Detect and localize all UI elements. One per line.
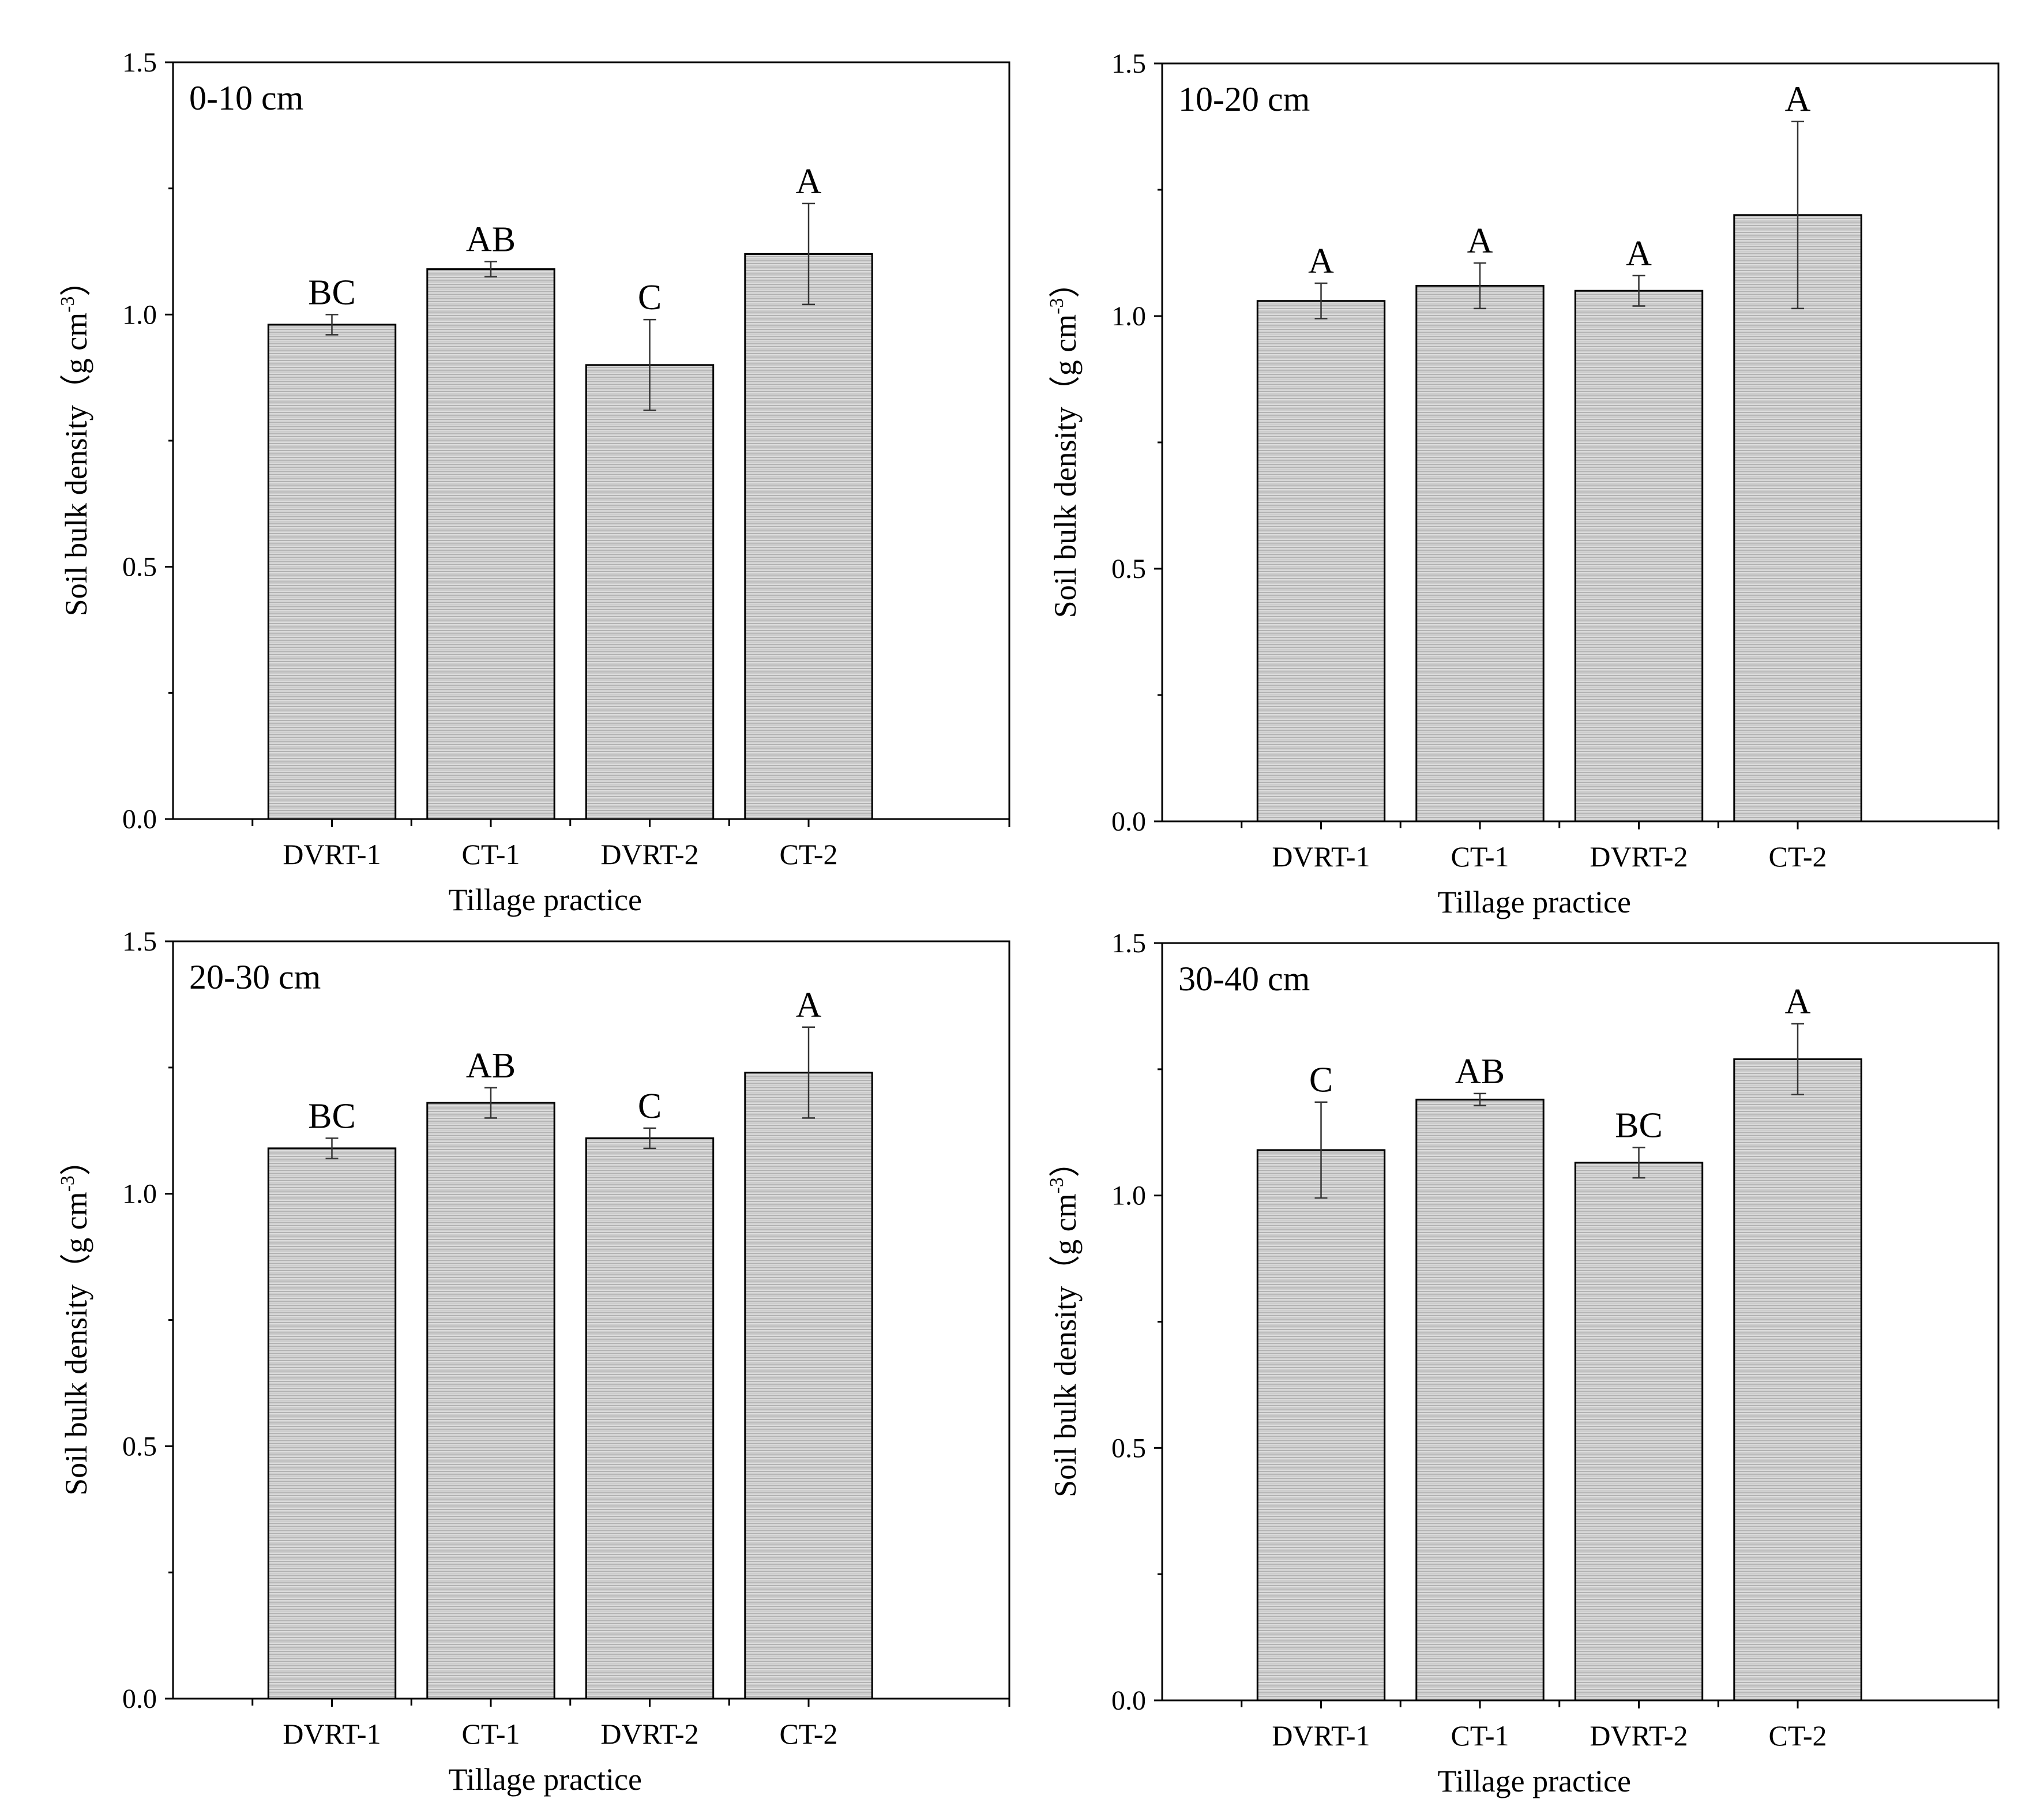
- y-tick-label: 0.0: [1111, 1685, 1146, 1716]
- y-axis-title-main: Soil bulk density（g cm: [59, 313, 93, 617]
- significance-label: AB: [466, 1046, 516, 1086]
- panel-label: 0-10 cm: [189, 79, 303, 117]
- x-tick-label: CT-2: [1769, 840, 1827, 873]
- panel-label: 20-30 cm: [189, 958, 321, 996]
- bar-dvrt-1: [1256, 300, 1386, 823]
- significance-label: BC: [308, 273, 356, 312]
- significance-label: AB: [1455, 1052, 1505, 1091]
- bar-dvrt-2: [585, 364, 715, 820]
- x-axis-title: Tillage practice: [1438, 1764, 1631, 1798]
- y-tick-label: 1.5: [1111, 928, 1146, 959]
- bar-dvrt-2: [585, 1137, 715, 1700]
- y-tick-label: 0.0: [122, 1684, 157, 1714]
- y-tick-label: 0.5: [122, 552, 157, 583]
- y-axis-title-superscript: -3: [57, 296, 78, 313]
- y-tick-label: 1.5: [122, 47, 157, 78]
- chart-panel-4: 0.0 0.5 1.0 1.5 C DVRT-1 AB CT-1 BC DVRT-2 A CT-2 30…: [1046, 928, 2000, 1798]
- chart-panel-2: 0.0 0.5 1.0 1.5 A DVRT-1 A CT-1 A DVRT-2 A CT-2 10-2…: [1046, 48, 2000, 919]
- significance-label: C: [1309, 1061, 1333, 1100]
- x-tick-label: CT-1: [462, 838, 520, 870]
- x-tick-label: DVRT-2: [600, 1718, 698, 1750]
- bar-ct-2: [744, 253, 873, 820]
- x-tick-label: DVRT-1: [283, 838, 381, 870]
- chart-panel-3: 0.0 0.5 1.0 1.5 BC DVRT-1 AB CT-1 C DVRT-2 A CT-2 20…: [57, 926, 1010, 1797]
- x-tick-label: CT-2: [1769, 1719, 1827, 1752]
- panel-label: 10-20 cm: [1178, 80, 1310, 118]
- bar-dvrt-1: [267, 1147, 397, 1700]
- bar-ct-1: [426, 268, 555, 820]
- bar-dvrt-1: [1256, 1149, 1386, 1702]
- significance-label: A: [1785, 982, 1811, 1021]
- y-axis-title: Soil bulk density（g cm-3）: [1046, 267, 1083, 618]
- y-axis-title-superscript: -3: [1046, 298, 1068, 314]
- x-tick-label: CT-1: [462, 1718, 520, 1750]
- x-tick-label: CT-2: [780, 838, 838, 870]
- y-tick-label: 0.0: [1111, 806, 1146, 837]
- bar-ct-1: [1415, 284, 1545, 823]
- bar-ct-1: [426, 1102, 555, 1700]
- chart-panel-1: 0.0 0.5 1.0 1.5 BC DVRT-1 AB CT-1 C DVRT-2 A CT-2 0-…: [57, 47, 1010, 917]
- x-tick-label: DVRT-2: [600, 838, 698, 870]
- y-axis-title-superscript: -3: [1046, 1177, 1068, 1193]
- bar-ct-2: [1733, 214, 1862, 823]
- y-tick-label: 0.5: [122, 1431, 157, 1462]
- y-axis-title-superscript: -3: [57, 1175, 78, 1192]
- y-axis-title-main: Soil bulk density（g cm: [1048, 314, 1083, 618]
- y-tick-label: 1.0: [1111, 301, 1146, 332]
- bar-ct-2: [744, 1072, 873, 1700]
- significance-label: C: [638, 278, 662, 317]
- x-tick-label: DVRT-1: [283, 1718, 381, 1750]
- significance-label: BC: [1615, 1106, 1663, 1146]
- bar-dvrt-2: [1574, 1162, 1704, 1702]
- bar-dvrt-2: [1574, 290, 1704, 823]
- x-tick-label: CT-1: [1451, 840, 1509, 873]
- y-tick-label: 1.0: [1111, 1181, 1146, 1211]
- y-axis-title: Soil bulk density（g cm-3）: [57, 1144, 93, 1496]
- x-tick-label: DVRT-2: [1590, 1719, 1688, 1752]
- significance-label: C: [638, 1087, 662, 1126]
- x-tick-label: CT-2: [780, 1718, 838, 1750]
- bar-ct-2: [1733, 1058, 1862, 1702]
- y-tick-label: 1.5: [122, 926, 157, 957]
- y-axis-title-close: ）: [59, 1144, 93, 1175]
- x-tick-label: DVRT-1: [1272, 1719, 1370, 1752]
- x-axis-title: Tillage practice: [1438, 885, 1631, 919]
- significance-label: BC: [308, 1096, 356, 1136]
- y-tick-label: 1.0: [122, 1179, 157, 1210]
- y-axis-title-main: Soil bulk density（g cm: [1048, 1193, 1083, 1497]
- significance-label: A: [1308, 242, 1334, 281]
- x-axis-title: Tillage practice: [449, 1762, 642, 1797]
- y-axis-title-close: ）: [1048, 1146, 1083, 1177]
- y-axis-title: Soil bulk density（g cm-3）: [57, 265, 93, 617]
- significance-label: A: [1626, 234, 1652, 273]
- panel-label: 30-40 cm: [1178, 960, 1310, 998]
- x-tick-label: DVRT-2: [1590, 840, 1688, 873]
- y-tick-label: 1.0: [122, 299, 157, 330]
- bar-ct-1: [1415, 1098, 1545, 1702]
- x-axis-title: Tillage practice: [449, 882, 642, 917]
- y-tick-label: 0.0: [122, 804, 157, 835]
- significance-label: A: [796, 162, 822, 201]
- significance-label: A: [1467, 221, 1493, 261]
- y-axis-title: Soil bulk density（g cm-3）: [1046, 1146, 1083, 1497]
- y-axis-title-main: Soil bulk density（g cm: [59, 1192, 93, 1496]
- significance-label: AB: [466, 220, 516, 259]
- y-tick-label: 0.5: [1111, 554, 1146, 584]
- y-axis-title-close: ）: [1048, 267, 1083, 298]
- bar-dvrt-1: [267, 324, 397, 820]
- significance-label: A: [1785, 80, 1811, 119]
- x-tick-label: DVRT-1: [1272, 840, 1370, 873]
- y-tick-label: 1.5: [1111, 48, 1146, 79]
- x-tick-label: CT-1: [1451, 1719, 1509, 1752]
- y-tick-label: 0.5: [1111, 1433, 1146, 1463]
- significance-label: A: [796, 986, 822, 1025]
- y-axis-title-close: ）: [59, 265, 93, 296]
